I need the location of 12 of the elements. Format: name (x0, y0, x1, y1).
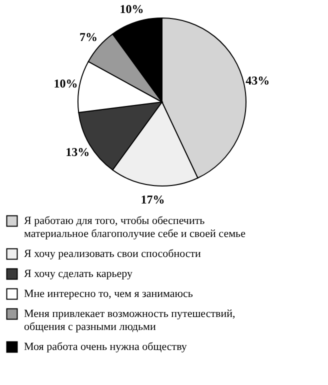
data-label: 13% (66, 144, 90, 159)
legend-label: Мне интересно то, чем я занимаюсь (24, 288, 193, 300)
data-label: 10% (120, 2, 144, 16)
legend-label: Я хочу реализовать свои способности (24, 248, 202, 260)
legend-label: Я хочу сделать карьеру (24, 268, 133, 280)
legend-label: Я работаю для того, чтобы обеспечить материальное благополучие себе и своей семье (24, 215, 246, 240)
legend-label: Моя работа очень нужна обществу (24, 341, 188, 353)
data-label: 7% (79, 30, 98, 44)
data-label: 43% (246, 74, 270, 88)
data-label: 10% (54, 76, 78, 91)
data-label: 17% (140, 192, 165, 207)
legend-label: Меня привлекает возможность путешествий, общения с разными людьми (24, 308, 236, 333)
